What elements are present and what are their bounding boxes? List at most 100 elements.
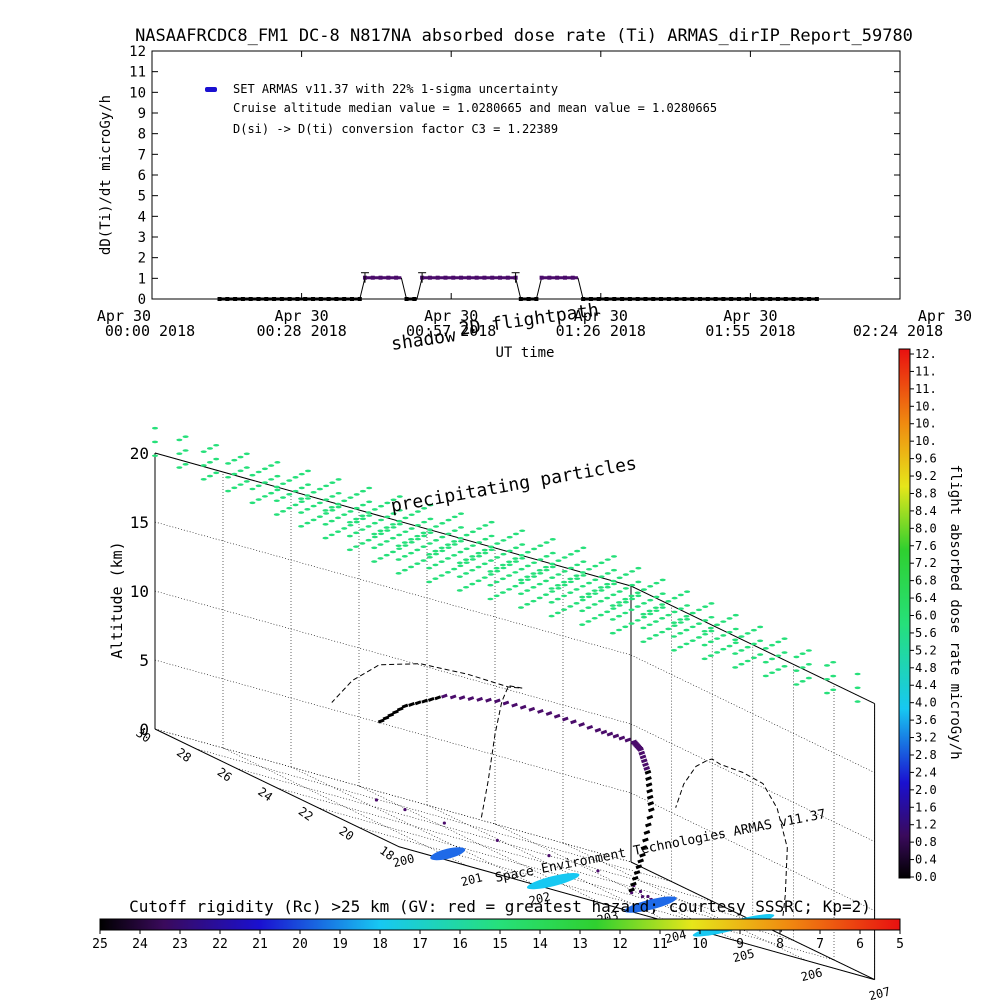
precip-particle bbox=[671, 649, 677, 652]
flight-track-point bbox=[600, 729, 608, 735]
dose-x-tick-label-time: 02:24 2018 bbox=[853, 322, 943, 340]
precip-particle bbox=[512, 584, 519, 588]
legend-marker bbox=[205, 87, 217, 92]
precip-particle bbox=[420, 559, 427, 562]
precip-particle bbox=[408, 541, 415, 544]
precip-particle bbox=[824, 664, 830, 667]
precip-particle bbox=[389, 536, 396, 540]
precip-particle bbox=[653, 609, 660, 613]
shadow-label: shadow bbox=[390, 325, 457, 355]
dose-point bbox=[570, 275, 575, 280]
precip-particle bbox=[732, 666, 739, 669]
precip-particle bbox=[463, 572, 470, 575]
precip-particle bbox=[328, 519, 335, 523]
precip-particle bbox=[665, 627, 672, 631]
precip-particle bbox=[634, 591, 641, 595]
precip-particle bbox=[469, 558, 476, 561]
dose-point bbox=[459, 275, 464, 280]
precip-particle bbox=[274, 474, 281, 478]
dose-point bbox=[378, 275, 383, 280]
dose-y-tick-label: 4 bbox=[138, 209, 146, 225]
precip-particle bbox=[530, 572, 537, 575]
dose-series-segment bbox=[535, 277, 543, 300]
rigidity-colorbar: Cutoff rigidity (Rc) >25 km (GV: red = g… bbox=[92, 897, 904, 952]
flight-track-point bbox=[401, 703, 409, 709]
precip-particle bbox=[500, 566, 507, 570]
precip-particle bbox=[261, 467, 268, 471]
precip-particle bbox=[292, 476, 299, 479]
precip-particle bbox=[506, 574, 513, 577]
dose-point bbox=[427, 275, 432, 280]
dose-point bbox=[311, 297, 316, 301]
precip-particle bbox=[152, 454, 158, 458]
dose-colorbar: 0.0 0.4 0.8 1.2 1.6 2.0 2.4 2.8 3.2 3.6 4.0 4.4 4.8 5… bbox=[898, 347, 963, 884]
precip-particle bbox=[457, 536, 464, 540]
rigidity-bar-tick-label: 7 bbox=[816, 937, 824, 952]
altitude-tick-label: 20 bbox=[130, 444, 149, 463]
precip-particle bbox=[555, 573, 562, 576]
dose-colorbar-tick-label: 7.2 bbox=[915, 556, 937, 570]
precip-particle bbox=[243, 452, 250, 456]
precip-particle bbox=[500, 552, 507, 556]
precip-particle bbox=[439, 521, 446, 525]
precip-particle bbox=[390, 526, 397, 529]
precip-particle bbox=[353, 520, 360, 524]
precip-particle bbox=[610, 593, 617, 597]
flight-track-point bbox=[519, 704, 527, 710]
precip-particle bbox=[451, 543, 458, 546]
flight-track-point bbox=[382, 715, 390, 721]
precip-particle bbox=[298, 525, 305, 528]
dose-y-tick-label: 1 bbox=[138, 271, 146, 287]
scene-axis-line bbox=[154, 728, 399, 848]
dose-colorbar-tick-label: 8.4 bbox=[915, 504, 937, 518]
precip-particle bbox=[622, 597, 629, 601]
dose-colorbar-tick-label: 7.6 bbox=[915, 539, 937, 553]
precip-particle bbox=[781, 637, 788, 641]
precip-particle bbox=[775, 654, 782, 658]
precip-particle bbox=[611, 568, 617, 572]
precip-particle bbox=[395, 544, 402, 548]
precip-particle bbox=[585, 592, 592, 596]
dose-point bbox=[721, 297, 726, 301]
flight-track-point bbox=[645, 782, 653, 788]
precip-particle bbox=[542, 565, 549, 569]
latitude-tick-label: 22 bbox=[296, 804, 316, 824]
flight-track-point bbox=[528, 706, 536, 712]
precip-particle bbox=[543, 541, 550, 544]
precip-particle bbox=[641, 602, 647, 605]
precip-particle bbox=[561, 556, 568, 559]
precip-particle bbox=[561, 594, 568, 598]
precip-particle bbox=[671, 635, 677, 638]
precip-particle bbox=[390, 498, 397, 502]
precip-particle bbox=[726, 644, 733, 648]
precip-particle bbox=[280, 482, 287, 486]
dose-series bbox=[217, 272, 819, 301]
precip-particle bbox=[537, 572, 544, 575]
precip-particle bbox=[243, 480, 250, 483]
precip-particle bbox=[548, 587, 555, 590]
precip-particle bbox=[488, 545, 494, 549]
precip-particle bbox=[255, 498, 262, 501]
precip-particle bbox=[493, 594, 500, 598]
precip-particle bbox=[200, 450, 207, 453]
flight-track-point bbox=[449, 694, 457, 700]
precip-particle bbox=[610, 579, 617, 583]
precip-particle bbox=[225, 475, 232, 479]
precip-particle bbox=[494, 556, 501, 559]
precip-particle bbox=[659, 630, 666, 634]
precip-particle bbox=[543, 555, 550, 558]
flight-track-point bbox=[387, 712, 395, 718]
precip-particle bbox=[707, 640, 714, 644]
precip-particle bbox=[518, 606, 524, 609]
dose-point bbox=[443, 275, 448, 280]
longitude-tick-label: 200 bbox=[391, 851, 415, 870]
precip-particle bbox=[622, 587, 629, 590]
dose-colorbar-tick-label: 10. bbox=[915, 399, 937, 413]
precip-particle bbox=[579, 595, 586, 599]
precip-particle bbox=[389, 550, 396, 554]
precip-particle bbox=[665, 613, 672, 617]
precip-particle bbox=[579, 609, 586, 613]
flight-track-point bbox=[441, 693, 448, 699]
precip-particle bbox=[805, 662, 812, 666]
